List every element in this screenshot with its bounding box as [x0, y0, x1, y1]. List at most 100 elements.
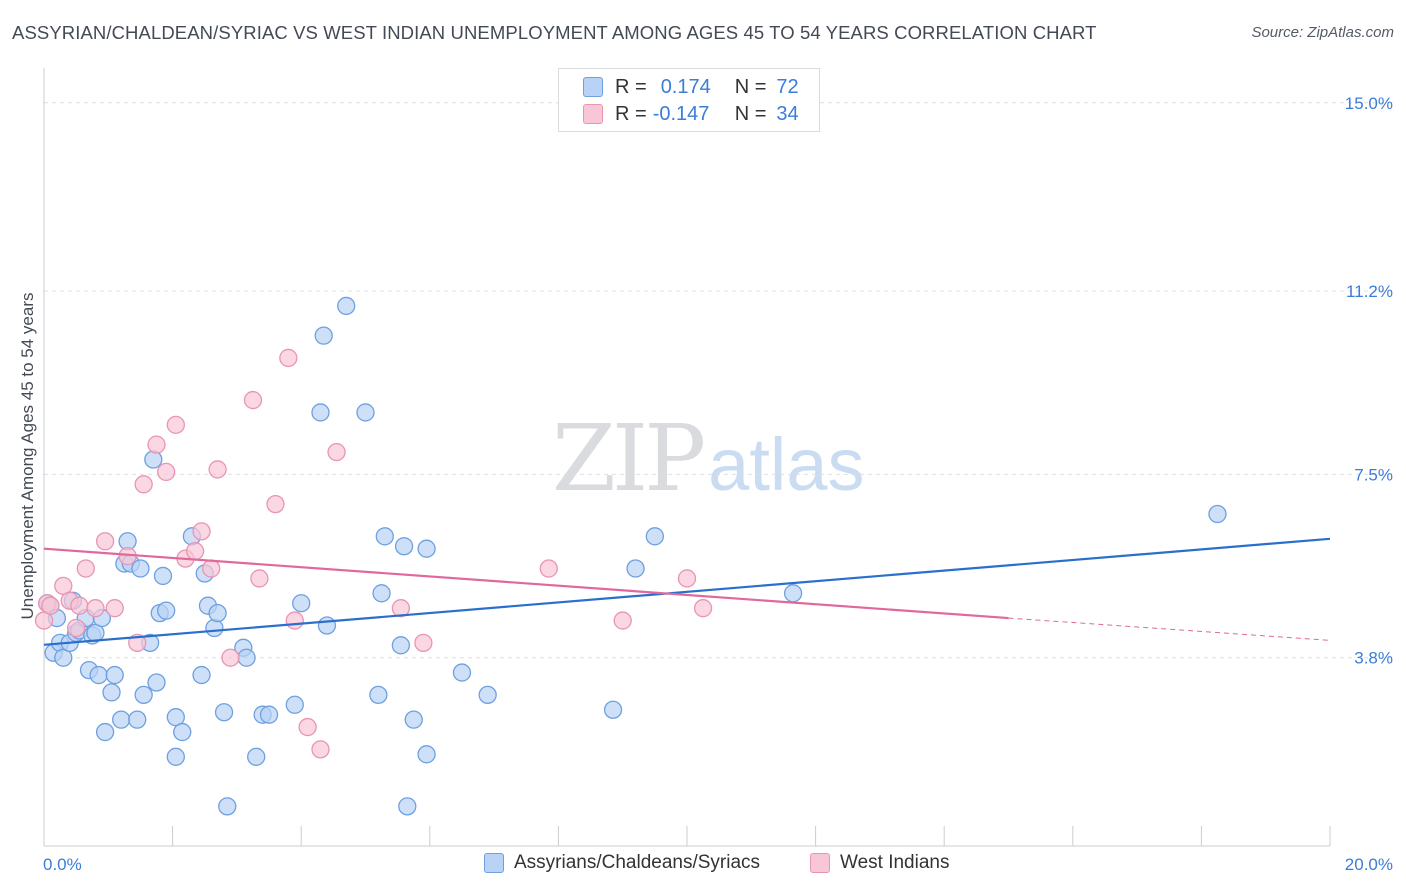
west-indian-point: [202, 559, 221, 578]
x-tick-label: 20.0%: [1345, 855, 1393, 874]
west-indian-point: [192, 522, 211, 541]
legend-r-label: R =: [615, 102, 647, 125]
west-indian-point: [266, 494, 285, 514]
series-legend-assyrians: Assyrians/Chaldeans/Syriacs: [484, 852, 760, 874]
assyrian-point: [375, 527, 394, 546]
assyrian-point: [214, 703, 234, 722]
assyrian-point: [783, 584, 803, 603]
west-indian-point: [693, 599, 713, 618]
west-indian-point: [147, 435, 166, 454]
assyrian-point: [208, 603, 227, 623]
assyrian-point: [102, 683, 121, 702]
assyrian-point: [478, 685, 497, 705]
west-indian-point: [76, 559, 95, 578]
assyrian-point: [394, 537, 414, 556]
west-indian-point: [128, 633, 147, 653]
assyrian-point: [404, 710, 423, 729]
west-indian-point: [279, 348, 298, 368]
y-tick-label: 3.8%: [1354, 649, 1393, 668]
west-indian-point: [250, 569, 269, 588]
legend-n-value: 72: [776, 75, 799, 98]
west-indian-point: [166, 415, 185, 434]
assyrian-point: [356, 403, 375, 422]
series-swatch-pink: [810, 853, 830, 873]
legend-n-value: 34: [776, 102, 799, 125]
west-indian-point: [67, 618, 86, 638]
west-indian-point: [539, 559, 558, 578]
assyrian-point: [112, 710, 131, 729]
west-indian-point: [95, 532, 115, 551]
legend-row-west-indians: R = -0.147 N = 34: [583, 101, 799, 127]
west-indian-point: [157, 462, 176, 482]
assyrian-point: [1208, 504, 1227, 524]
series-swatch-blue: [484, 853, 504, 873]
west-indian-point: [414, 633, 433, 653]
y-tick-label: 15.0%: [1345, 94, 1393, 113]
assyrian-point: [157, 601, 176, 620]
west-indian-point: [327, 442, 346, 462]
y-tick-label: 7.5%: [1354, 465, 1393, 484]
legend-r-label: R =: [615, 75, 647, 98]
y-tick-label: 11.2%: [1346, 282, 1393, 301]
assyrian-point: [417, 539, 436, 558]
west-indian-point: [221, 648, 240, 667]
legend-swatch-pink: [583, 104, 603, 124]
west-indian-point: [185, 542, 205, 561]
assyrian-point: [134, 685, 153, 705]
assyrian-point: [292, 594, 311, 613]
assyrian-point: [205, 618, 224, 638]
west-indian-point: [105, 599, 124, 618]
assyrian-point: [369, 685, 388, 705]
assyrian-point: [452, 663, 472, 682]
assyrian-point: [372, 584, 391, 603]
west-indian-point: [613, 611, 632, 630]
assyrian-point: [153, 566, 173, 586]
west-indian-point: [677, 569, 697, 588]
assyrian-point: [247, 747, 266, 766]
y-axis-label: Unemployment Among Ages 45 to 54 years: [18, 292, 37, 620]
assyrian-point: [237, 648, 256, 667]
assyrian-point: [337, 296, 356, 316]
assyrian-point: [317, 616, 337, 635]
assyrian-point: [89, 665, 108, 685]
axis-layer: [43, 68, 1331, 847]
assyrian-point: [417, 745, 436, 764]
legend-row-assyrians: R = 0.174 N = 72: [583, 74, 799, 100]
watermark: ZIPatlas: [552, 405, 864, 512]
legend-r-value: -0.147: [652, 102, 710, 125]
points-layer: [34, 296, 1227, 816]
legend-swatch-blue: [583, 77, 603, 97]
west-indian-point: [391, 599, 411, 618]
x-tick-label: 0.0%: [43, 855, 82, 874]
assyrian-point: [95, 722, 115, 742]
assyrian-point: [166, 747, 185, 766]
source-label: Source: ZipAtlas.com: [1251, 24, 1394, 41]
west-indian-point: [298, 717, 317, 737]
assyrian-point: [645, 527, 664, 546]
assyrian-point: [626, 559, 645, 578]
west-indian-point: [208, 460, 227, 479]
assyrian-point: [147, 673, 166, 692]
legend-r-value: 0.174: [660, 75, 711, 98]
assyrian-point: [398, 797, 417, 816]
west-indian-trendline: [43, 547, 1009, 620]
west-indian-point: [285, 611, 304, 630]
assyrian-point: [391, 636, 411, 655]
west-indian-trendline-extension: [1008, 617, 1331, 641]
west-indian-point: [311, 740, 330, 759]
assyrian-point: [218, 797, 237, 816]
watermark-zip: ZIP: [552, 405, 706, 512]
watermark-atlas: atlas: [708, 423, 865, 506]
west-indian-point: [86, 599, 105, 618]
chart-title: ASSYRIAN/CHALDEAN/SYRIAC VS WEST INDIAN …: [12, 22, 1097, 43]
series-legend-label: West Indians: [840, 852, 950, 873]
grid-layer: [44, 102, 1392, 659]
assyrian-point: [105, 665, 124, 685]
label-layer: 3.8% 7.5% 11.2% 15.0% 0.0% 20.0%: [43, 94, 1393, 874]
assyrian-point: [192, 665, 211, 685]
series-legend-label: Assyrians/Chaldeans/Syriacs: [514, 852, 761, 873]
assyrian-point: [173, 722, 192, 742]
assyrian-trendline: [43, 537, 1331, 646]
assyrian-point: [128, 710, 147, 729]
